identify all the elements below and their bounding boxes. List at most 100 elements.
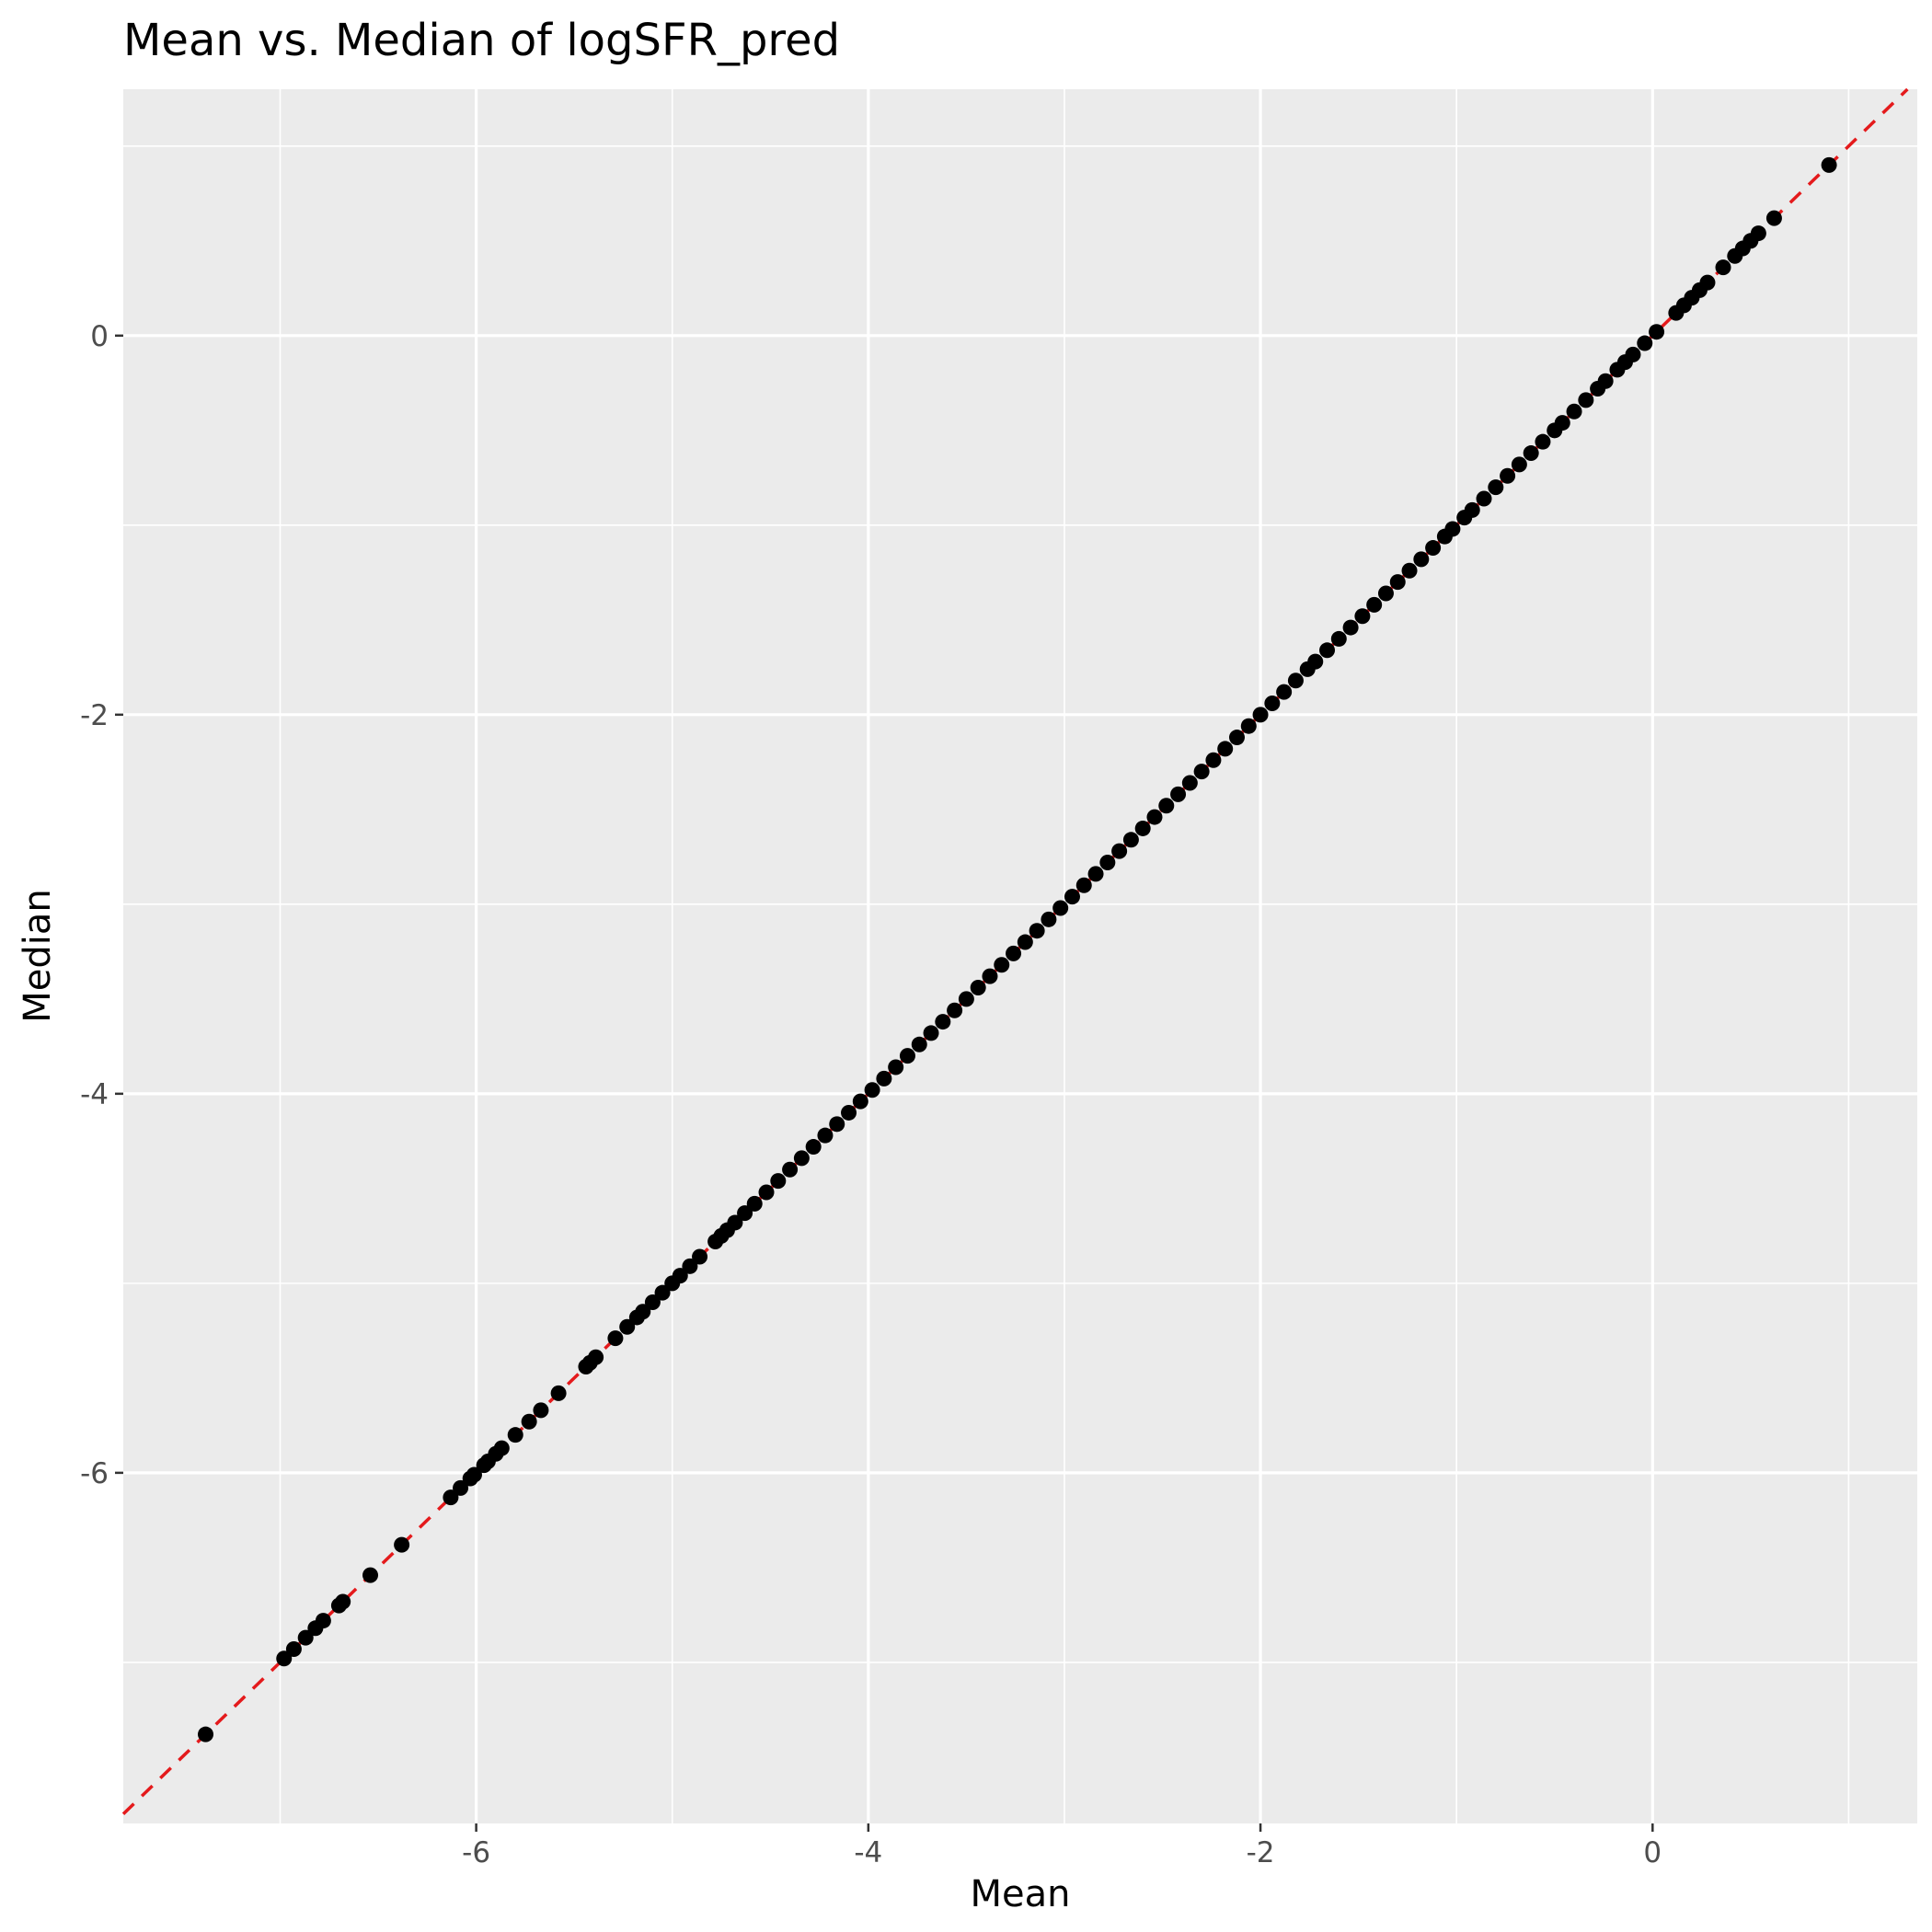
data-point	[1217, 741, 1234, 757]
y-tick-label: -6	[80, 1457, 109, 1490]
data-points	[198, 156, 1837, 1742]
data-point	[682, 1258, 698, 1274]
data-point	[1523, 445, 1539, 462]
data-point	[453, 1479, 469, 1496]
data-point	[588, 1349, 604, 1365]
x-tick-label: -4	[854, 1836, 882, 1869]
data-point	[1401, 562, 1418, 579]
data-point	[285, 1640, 302, 1657]
data-point	[1366, 596, 1383, 613]
data-point	[550, 1385, 567, 1401]
data-point	[466, 1466, 482, 1483]
data-point	[1637, 335, 1653, 351]
data-point	[864, 1082, 880, 1098]
data-point	[888, 1059, 904, 1075]
x-tick-label: 0	[1643, 1836, 1662, 1869]
data-point	[507, 1427, 523, 1443]
data-point	[852, 1093, 868, 1110]
minor-grid	[123, 89, 1917, 1823]
data-point	[1464, 501, 1480, 518]
data-point	[1264, 695, 1281, 711]
data-point	[1134, 820, 1151, 836]
y-tick-label: -4	[80, 1078, 109, 1111]
data-point	[276, 1650, 293, 1667]
data-point	[746, 1195, 763, 1212]
data-point	[607, 1330, 624, 1347]
data-point	[1006, 945, 1022, 961]
data-point	[654, 1284, 671, 1301]
data-point	[1649, 324, 1665, 340]
data-point	[899, 1048, 915, 1064]
data-point	[1041, 911, 1057, 927]
y-tick-label: 0	[90, 320, 109, 353]
data-point	[619, 1318, 636, 1335]
data-point	[1017, 934, 1033, 950]
data-point	[1330, 630, 1347, 647]
data-point	[1821, 156, 1837, 173]
data-point	[1240, 718, 1257, 734]
data-point	[1750, 225, 1766, 242]
data-point	[841, 1104, 857, 1121]
data-point	[727, 1214, 743, 1231]
x-tick-label: -2	[1247, 1836, 1275, 1869]
x-axis-ticks: -6 -4 -2 0	[462, 1823, 1662, 1869]
data-point	[198, 1726, 214, 1742]
data-point	[1699, 274, 1716, 291]
data-point	[315, 1613, 331, 1629]
data-point	[692, 1248, 708, 1265]
data-point	[493, 1440, 510, 1456]
data-point	[443, 1489, 459, 1506]
x-tick-label: -6	[462, 1836, 490, 1869]
data-point	[1193, 764, 1210, 780]
data-point	[1252, 707, 1269, 723]
data-point	[817, 1127, 834, 1144]
data-point	[1377, 585, 1394, 602]
data-point	[533, 1402, 549, 1419]
data-point	[1488, 479, 1504, 496]
data-point	[1566, 403, 1582, 420]
data-point	[1158, 798, 1175, 814]
data-point	[1625, 346, 1641, 362]
data-point	[1111, 843, 1128, 859]
data-point	[1307, 653, 1324, 670]
data-point	[1578, 392, 1594, 408]
data-point	[1228, 730, 1245, 746]
data-point	[1597, 373, 1614, 389]
data-point	[805, 1139, 822, 1156]
data-point	[793, 1150, 810, 1167]
data-point	[1087, 866, 1104, 882]
data-point	[1075, 877, 1092, 893]
data-point	[770, 1173, 787, 1190]
y-tick-label: -2	[80, 699, 109, 732]
data-point	[958, 991, 974, 1007]
data-point	[1052, 900, 1069, 916]
data-point	[970, 979, 986, 995]
data-point	[1181, 775, 1198, 791]
data-point	[1413, 551, 1430, 568]
data-point	[1146, 809, 1163, 825]
data-point	[1715, 259, 1731, 276]
data-point	[394, 1536, 410, 1553]
data-point	[1389, 574, 1406, 591]
data-point	[1276, 684, 1293, 700]
major-grid	[123, 89, 1917, 1823]
chart-title: Mean vs. Median of logSFR_pred	[123, 15, 840, 66]
data-point	[1354, 608, 1371, 625]
data-point	[1444, 521, 1461, 537]
data-point	[1535, 433, 1551, 450]
data-point	[829, 1116, 845, 1133]
data-point	[1287, 673, 1304, 689]
data-point	[521, 1413, 537, 1430]
data-point	[1170, 786, 1187, 802]
data-point	[644, 1294, 661, 1310]
data-point	[994, 957, 1010, 973]
data-point	[1205, 752, 1222, 768]
data-point	[982, 968, 998, 984]
data-point	[1425, 540, 1442, 557]
x-axis-label: Mean	[971, 1873, 1071, 1915]
data-point	[335, 1593, 351, 1610]
data-point	[1342, 619, 1359, 636]
data-point	[1099, 855, 1116, 871]
data-point	[758, 1184, 775, 1201]
data-point	[1554, 415, 1570, 431]
